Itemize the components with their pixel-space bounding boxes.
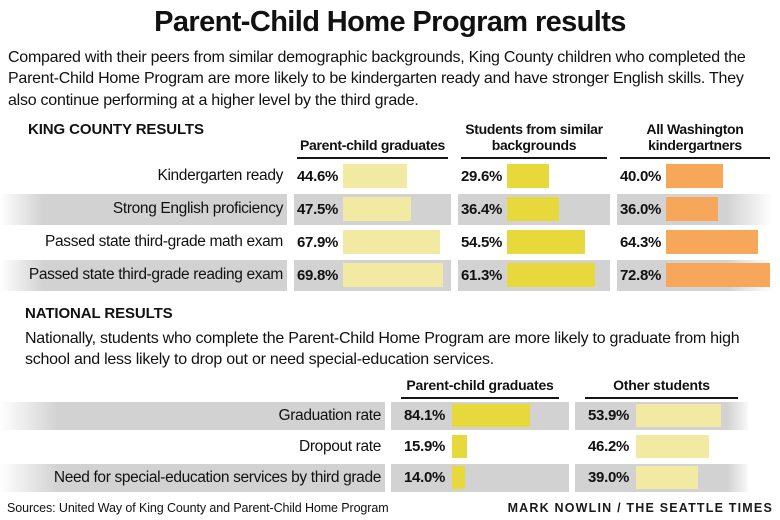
column-header: Parent-child graduates [401, 377, 559, 399]
table-row: Need for special-education services by t… [0, 463, 780, 492]
column-header: Parent-child graduates [297, 137, 448, 159]
data-cell: 61.3% [458, 259, 610, 291]
bar [636, 466, 698, 490]
data-cell: 53.9% [575, 401, 748, 430]
data-cell: 47.5% [294, 193, 451, 225]
value-label: 44.6% [297, 167, 339, 185]
data-cell: 84.1% [391, 401, 569, 430]
value-label: 84.1% [404, 407, 446, 425]
bar [666, 197, 718, 222]
source-line: Sources: United Way of King County and P… [7, 501, 389, 515]
data-cell: 15.9% [391, 433, 569, 461]
byline-credit: MARK NOWLIN / THE SEATTLE TIMES [507, 501, 773, 515]
bar [343, 197, 411, 222]
value-label: 36.0% [620, 200, 662, 218]
table-row: Dropout rate 15.9% 46.2% [0, 433, 780, 461]
table-row: Graduation rate 84.1% 53.9% [0, 401, 780, 430]
bar [452, 435, 467, 459]
value-label: 53.9% [588, 407, 630, 425]
value-label: 36.4% [461, 200, 503, 218]
national-header-row: Parent-child graduates Other students [0, 377, 780, 399]
bar [507, 230, 585, 255]
national-section-heading: NATIONAL RESULTS [25, 304, 173, 322]
bar [507, 197, 560, 222]
bar [343, 230, 441, 255]
data-cell: 54.5% [458, 227, 610, 258]
row-label: Dropout rate [299, 437, 381, 455]
section-national: NATIONAL RESULTS Nationally, students wh… [0, 305, 780, 492]
row-label: Strong English proficiency [0, 193, 287, 225]
table-row: Kindergarten ready 44.6% 29.6% 40.0% [0, 161, 780, 192]
data-cell: 64.3% [617, 227, 773, 258]
bar [452, 404, 531, 428]
value-label: 54.5% [461, 233, 503, 251]
value-label: 69.8% [297, 266, 339, 284]
value-label: 39.0% [588, 469, 630, 487]
value-label: 46.2% [588, 438, 630, 456]
data-cell: 69.8% [294, 259, 451, 291]
row-label: Kindergarten ready [157, 167, 283, 185]
row-label: Graduation rate [0, 401, 385, 430]
column-header: Other students [585, 377, 738, 399]
data-cell: 36.0% [617, 193, 773, 225]
value-label: 14.0% [404, 469, 446, 487]
row-label: Need for special-education services by t… [0, 463, 385, 492]
bar [507, 263, 595, 288]
row-label: Passed state third-grade reading exam [0, 259, 287, 291]
data-cell: 40.0% [617, 161, 773, 192]
value-label: 15.9% [404, 438, 446, 456]
king-county-rows: Kindergarten ready 44.6% 29.6% 40.0% Strong … [0, 161, 780, 291]
table-row: Passed state third-grade reading exam 69.… [0, 259, 780, 291]
bar [452, 466, 465, 490]
intro-paragraph: Compared with their peers from similar d… [8, 49, 746, 109]
column-header: All Washington kindergartners [620, 121, 770, 159]
table-row: Passed state third-grade math exam 67.9% 5… [0, 227, 780, 258]
bar [636, 435, 709, 459]
bar [636, 404, 722, 428]
value-label: 64.3% [620, 233, 662, 251]
column-header: Students from similar backgrounds [461, 121, 607, 159]
data-cell: 14.0% [391, 463, 569, 492]
king-county-header-row: KING COUNTY RESULTS Parent-child graduat… [0, 121, 780, 159]
data-cell: 67.9% [294, 227, 451, 258]
bar [666, 263, 771, 288]
national-intro-paragraph: Nationally, students who complete the Pa… [25, 329, 740, 369]
value-label: 40.0% [620, 167, 662, 185]
row-label: Passed state third-grade math exam [45, 233, 283, 251]
section-king-county: KING COUNTY RESULTS Parent-child graduat… [0, 121, 780, 291]
data-cell: 72.8% [617, 259, 773, 291]
table-row: Strong English proficiency 47.5% 36.4% 36.0… [0, 193, 780, 225]
value-label: 61.3% [461, 266, 503, 284]
bar [666, 164, 724, 189]
value-label: 29.6% [461, 167, 503, 185]
value-label: 72.8% [620, 266, 662, 284]
data-cell: 46.2% [575, 433, 748, 461]
headline: Parent-Child Home Program results [154, 6, 626, 38]
value-label: 67.9% [297, 233, 339, 251]
value-label: 47.5% [297, 200, 339, 218]
national-rows: Graduation rate 84.1% 53.9% Dropout rate 15.… [0, 401, 780, 492]
bar [507, 164, 550, 189]
data-cell: 29.6% [458, 161, 610, 192]
footer: Sources: United Way of King County and P… [7, 501, 773, 515]
king-county-section-heading: KING COUNTY RESULTS [28, 120, 204, 138]
bar [666, 230, 758, 255]
data-cell: 39.0% [575, 463, 748, 492]
bar [343, 164, 407, 189]
bar [343, 263, 443, 288]
data-cell: 36.4% [458, 193, 610, 225]
data-cell: 44.6% [294, 161, 451, 192]
